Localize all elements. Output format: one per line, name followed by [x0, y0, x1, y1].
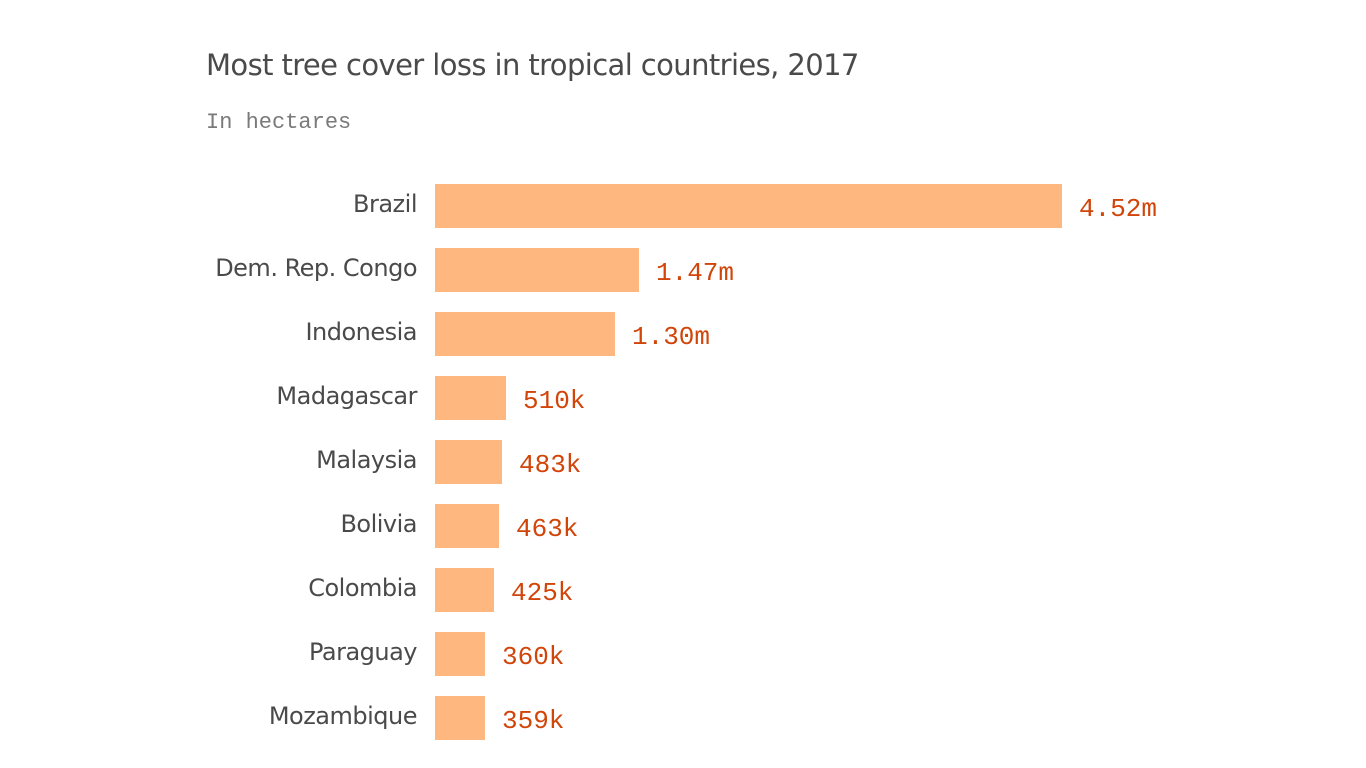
bar-row: Dem. Rep. Congo 1.47m [0, 248, 1366, 292]
category-label: Colombia [308, 574, 417, 602]
category-label: Mozambique [268, 702, 418, 730]
value-label: 1.30m [632, 322, 711, 352]
bar-row: Mozambique 359k [0, 696, 1366, 740]
value-label: 425k [511, 578, 574, 608]
category-label: Paraguay [308, 638, 418, 666]
category-label: Dem. Rep. Congo [215, 254, 417, 282]
category-label: Indonesia [305, 318, 417, 346]
bar [435, 632, 485, 676]
value-label: 359k [502, 706, 565, 736]
bar-row: Madagascar 510k [0, 376, 1366, 420]
bar-row: Paraguay 360k [0, 632, 1366, 676]
bar [435, 696, 485, 740]
value-label: 463k [516, 514, 579, 544]
bar [435, 440, 502, 484]
value-label: 4.52m [1079, 194, 1158, 224]
category-label: Bolivia [340, 510, 417, 538]
bar [435, 568, 494, 612]
bar [435, 312, 615, 356]
bar [435, 376, 506, 420]
bar-row: Indonesia 1.30m [0, 312, 1366, 356]
value-label: 510k [523, 386, 586, 416]
chart-title: Most tree cover loss in tropical countri… [206, 48, 859, 82]
category-label: Malaysia [316, 446, 417, 474]
category-label: Madagascar [276, 382, 417, 410]
value-label: 483k [519, 450, 582, 480]
bar [435, 248, 639, 292]
bar [435, 504, 499, 548]
bar-row: Colombia 425k [0, 568, 1366, 612]
bar-row: Brazil 4.52m [0, 184, 1366, 228]
category-label: Brazil [353, 190, 417, 218]
chart-subtitle: In hectares [206, 110, 352, 135]
bar-row: Malaysia 483k [0, 440, 1366, 484]
value-label: 360k [502, 642, 565, 672]
bar-row: Bolivia 463k [0, 504, 1366, 548]
bar [435, 184, 1062, 228]
value-label: 1.47m [656, 258, 735, 288]
